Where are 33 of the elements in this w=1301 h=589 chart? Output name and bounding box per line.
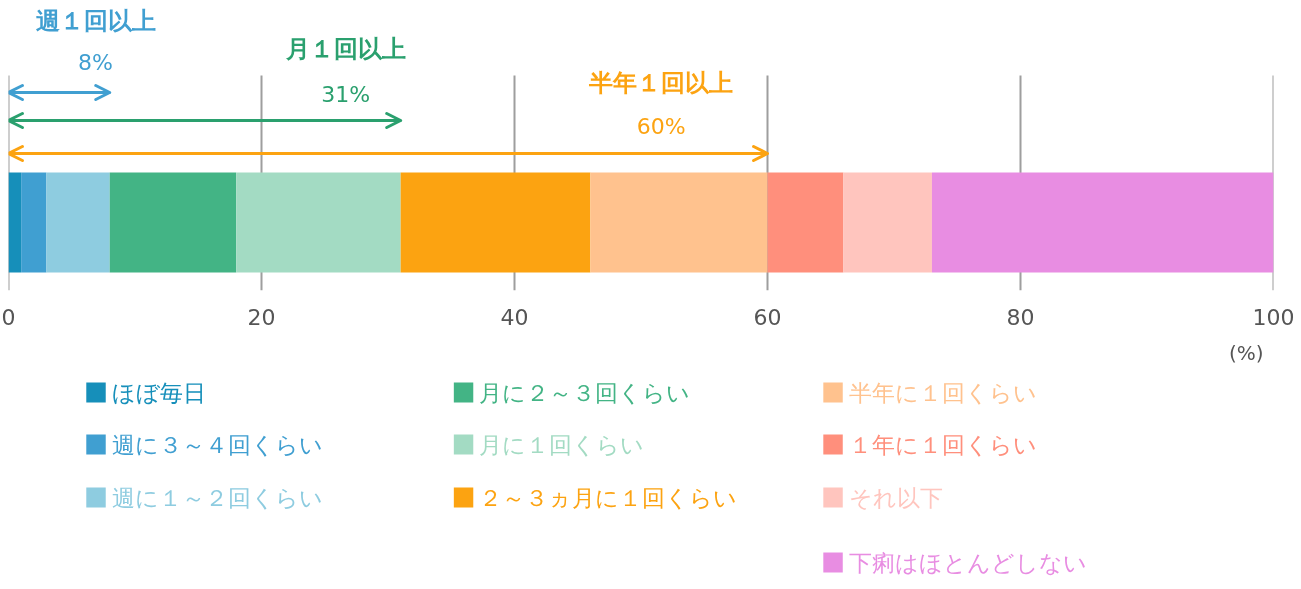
- legend-label: ほぼ毎日: [111, 379, 206, 406]
- x-tick-label: 60: [753, 304, 782, 330]
- legend-label: 半年に１回くらい: [848, 379, 1037, 406]
- bar: [236, 172, 401, 273]
- text: 60%: [636, 114, 686, 139]
- legend-label: 月に２～３回くらい: [479, 379, 691, 406]
- bar: [931, 172, 1274, 273]
- bar: [46, 172, 110, 273]
- legend-label: 週に３～４回くらい: [111, 431, 323, 458]
- bar: [843, 172, 932, 273]
- bar: [21, 172, 47, 273]
- bar: [8, 172, 22, 273]
- x-tick-label: 20: [247, 304, 276, 330]
- bar: [590, 172, 768, 273]
- bar: [109, 172, 237, 273]
- legend-label: 週に１～２回くらい: [111, 484, 323, 511]
- x-tick-label: 80: [1006, 304, 1035, 330]
- x-tick-label: 0: [1, 304, 16, 330]
- text: 月１回以上: [284, 34, 406, 63]
- legend-label: １年に１回くらい: [848, 431, 1037, 458]
- text: 31%: [321, 82, 371, 107]
- text: 半年１回以上: [588, 68, 734, 97]
- text: 週１回以上: [35, 6, 156, 35]
- x-tick-label: 40: [500, 304, 529, 330]
- bar: [400, 172, 591, 273]
- x-tick-label: 100: [1252, 304, 1295, 330]
- legend-label: ２～３ヵ月に１回くらい: [479, 484, 738, 511]
- legend-label: それ以下: [848, 484, 943, 511]
- bar: [767, 172, 844, 273]
- legend-label: 下痢はほとんどしない: [848, 549, 1087, 576]
- x-axis-title: (%): [1228, 340, 1264, 365]
- text: 8%: [78, 50, 113, 75]
- legend-label: 月に１回くらい: [479, 431, 645, 458]
